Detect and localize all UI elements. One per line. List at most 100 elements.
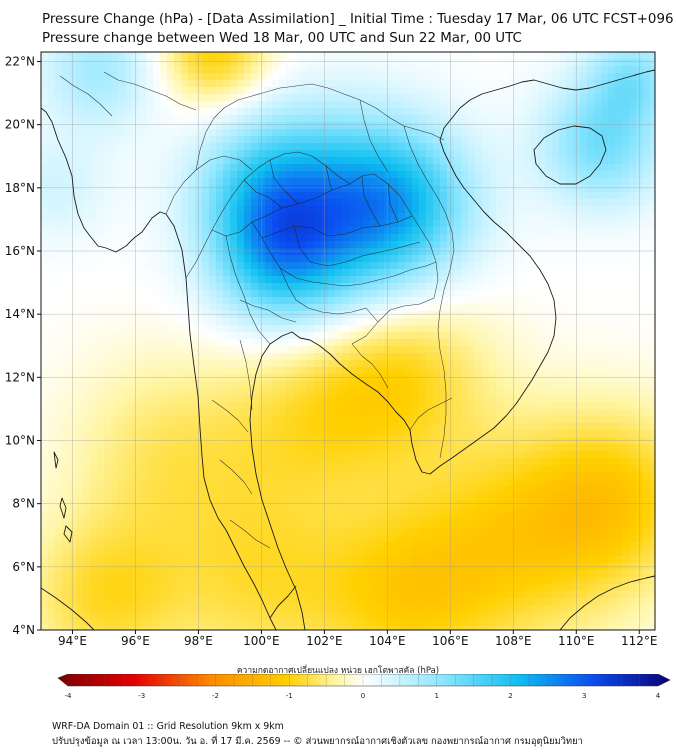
field-cell bbox=[174, 339, 182, 347]
field-cell bbox=[181, 241, 189, 249]
field-cell bbox=[69, 402, 77, 410]
field-cell bbox=[83, 213, 91, 221]
field-cell bbox=[552, 283, 560, 291]
field-cell bbox=[566, 227, 574, 235]
field-cell bbox=[272, 234, 280, 242]
field-cell bbox=[307, 381, 315, 389]
field-cell bbox=[97, 59, 105, 67]
field-cell bbox=[475, 304, 483, 312]
field-cell bbox=[622, 234, 630, 242]
field-cell bbox=[146, 248, 154, 256]
field-cell bbox=[468, 290, 476, 298]
field-cell bbox=[433, 115, 441, 123]
field-cell bbox=[447, 353, 455, 361]
field-cell bbox=[125, 192, 133, 200]
field-cell bbox=[55, 87, 63, 95]
field-cell bbox=[76, 129, 84, 137]
field-cell bbox=[181, 283, 189, 291]
field-cell bbox=[195, 73, 203, 81]
field-cell bbox=[146, 255, 154, 263]
field-cell bbox=[90, 87, 98, 95]
field-cell bbox=[321, 290, 329, 298]
field-cell bbox=[615, 171, 623, 179]
field-cell bbox=[195, 150, 203, 158]
field-cell bbox=[314, 262, 322, 270]
field-cell bbox=[181, 87, 189, 95]
field-cell bbox=[244, 437, 252, 445]
field-cell bbox=[426, 115, 434, 123]
field-cell bbox=[377, 367, 385, 375]
field-cell bbox=[160, 374, 168, 382]
field-cell bbox=[601, 87, 609, 95]
field-cell bbox=[622, 150, 630, 158]
field-cell bbox=[552, 262, 560, 270]
field-cell bbox=[370, 297, 378, 305]
field-cell bbox=[125, 388, 133, 396]
field-cell bbox=[503, 199, 511, 207]
field-cell bbox=[461, 339, 469, 347]
field-cell bbox=[195, 241, 203, 249]
field-cell bbox=[48, 101, 56, 109]
field-cell bbox=[153, 206, 161, 214]
field-cell bbox=[370, 136, 378, 144]
field-cell bbox=[475, 423, 483, 431]
field-cell bbox=[419, 311, 427, 319]
field-cell bbox=[419, 220, 427, 228]
field-cell bbox=[489, 360, 497, 368]
field-cell bbox=[538, 220, 546, 228]
field-cell bbox=[342, 94, 350, 102]
field-cell bbox=[41, 185, 49, 193]
field-cell bbox=[517, 437, 525, 445]
field-cell bbox=[440, 80, 448, 88]
field-cell bbox=[300, 66, 308, 74]
field-cell bbox=[76, 143, 84, 151]
field-cell bbox=[342, 304, 350, 312]
field-cell bbox=[468, 311, 476, 319]
field-cell bbox=[405, 423, 413, 431]
field-cell bbox=[398, 178, 406, 186]
field-cell bbox=[300, 157, 308, 165]
field-cell bbox=[188, 213, 196, 221]
field-cell bbox=[433, 381, 441, 389]
field-cell bbox=[440, 381, 448, 389]
field-cell bbox=[174, 101, 182, 109]
field-cell bbox=[629, 367, 637, 375]
field-cell bbox=[132, 122, 140, 130]
field-cell bbox=[153, 311, 161, 319]
field-cell bbox=[475, 402, 483, 410]
field-cell bbox=[622, 269, 630, 277]
field-cell bbox=[398, 234, 406, 242]
field-cell bbox=[209, 122, 217, 130]
field-cell bbox=[503, 416, 511, 424]
field-cell bbox=[153, 87, 161, 95]
field-cell bbox=[251, 367, 259, 375]
field-cell bbox=[181, 115, 189, 123]
field-cell bbox=[496, 304, 504, 312]
field-cell bbox=[237, 346, 245, 354]
field-cell bbox=[69, 122, 77, 130]
field-cell bbox=[321, 73, 329, 81]
field-cell bbox=[517, 325, 525, 333]
field-cell bbox=[622, 304, 630, 312]
field-cell bbox=[587, 276, 595, 284]
field-cell bbox=[223, 178, 231, 186]
field-cell bbox=[559, 129, 567, 137]
field-cell bbox=[118, 108, 126, 116]
field-cell bbox=[251, 192, 259, 200]
field-cell bbox=[636, 59, 644, 67]
field-cell bbox=[468, 108, 476, 116]
field-cell bbox=[475, 101, 483, 109]
field-cell bbox=[580, 269, 588, 277]
field-cell bbox=[230, 339, 238, 347]
field-cell bbox=[517, 402, 525, 410]
field-cell bbox=[538, 80, 546, 88]
field-cell bbox=[489, 311, 497, 319]
field-cell bbox=[83, 87, 91, 95]
field-cell bbox=[643, 416, 651, 424]
field-cell bbox=[48, 87, 56, 95]
field-cell bbox=[622, 108, 630, 116]
field-cell bbox=[608, 157, 616, 165]
field-cell bbox=[111, 59, 119, 67]
field-cell bbox=[426, 136, 434, 144]
field-cell bbox=[55, 325, 63, 333]
